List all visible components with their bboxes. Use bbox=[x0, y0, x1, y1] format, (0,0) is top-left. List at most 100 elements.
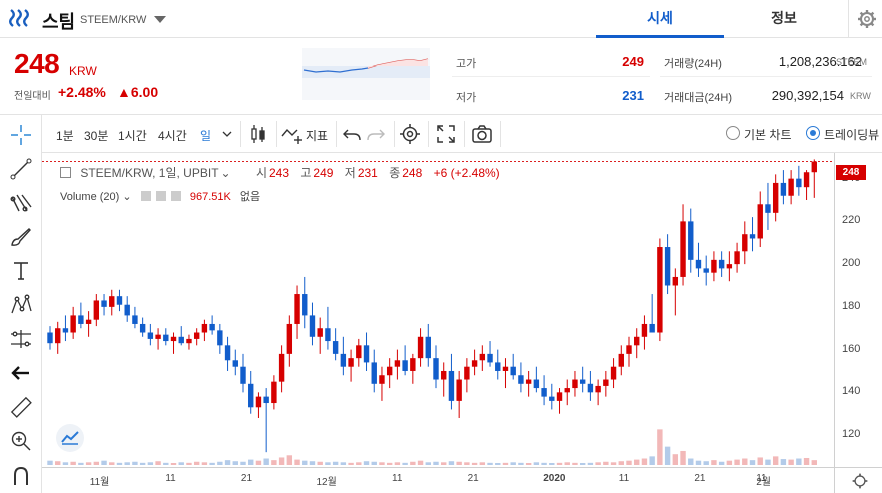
volume-bar bbox=[55, 461, 61, 465]
coin-name[interactable]: 스팀 bbox=[42, 12, 76, 32]
volume-bar bbox=[232, 461, 238, 465]
candle-body bbox=[634, 336, 640, 346]
gear-icon[interactable] bbox=[851, 472, 869, 490]
magnet-icon[interactable] bbox=[7, 461, 35, 489]
volume-bar bbox=[510, 462, 516, 465]
volume-bar bbox=[248, 459, 254, 465]
volume-label[interactable]: Volume (20) bbox=[60, 191, 120, 203]
tradingview-logo-icon[interactable] bbox=[56, 424, 84, 452]
chevron-down-icon[interactable]: ⌄ bbox=[122, 191, 132, 203]
timeframe-1h[interactable]: 1시간 bbox=[118, 129, 147, 143]
ruler-icon[interactable] bbox=[7, 393, 35, 421]
volume-bar bbox=[278, 457, 285, 465]
redo-icon[interactable] bbox=[364, 122, 388, 146]
volume-bar bbox=[618, 461, 624, 465]
volume-bar bbox=[711, 460, 717, 465]
text-icon[interactable] bbox=[7, 257, 35, 285]
candle-body bbox=[139, 323, 146, 333]
chevron-down-icon[interactable] bbox=[222, 130, 232, 138]
volume-24h-unit: STEEM bbox=[836, 57, 868, 67]
measure-icon[interactable] bbox=[7, 325, 35, 353]
zoom-icon[interactable] bbox=[7, 427, 35, 455]
tab-market-price[interactable]: 시세 bbox=[596, 0, 724, 38]
candle-body bbox=[556, 392, 563, 401]
basic-chart-label[interactable]: 기본 차트 bbox=[744, 128, 792, 142]
volume-bar bbox=[186, 462, 192, 465]
volume-bar bbox=[587, 462, 594, 465]
trendline-icon[interactable] bbox=[7, 155, 35, 183]
candle-body bbox=[62, 328, 69, 333]
chevron-down-icon[interactable]: ⌄ bbox=[220, 166, 231, 180]
volume-bar bbox=[765, 459, 771, 465]
timeframe-day[interactable]: 일 bbox=[200, 129, 212, 143]
close-icon[interactable] bbox=[170, 191, 181, 201]
candle-body bbox=[803, 172, 810, 188]
collapse-legend-icon[interactable] bbox=[60, 167, 71, 178]
volume-bar bbox=[425, 462, 431, 465]
candle-type-icon[interactable] bbox=[246, 122, 270, 146]
candle-body bbox=[711, 259, 717, 273]
volume-bar bbox=[139, 462, 146, 465]
settings-icon[interactable] bbox=[398, 122, 422, 146]
volume-bar bbox=[572, 462, 578, 465]
fullscreen-icon[interactable] bbox=[434, 122, 458, 146]
legend-close: 248 bbox=[402, 166, 423, 180]
crosshair-icon[interactable] bbox=[7, 121, 35, 149]
brush-icon[interactable] bbox=[7, 223, 35, 251]
tradingview-radio[interactable] bbox=[806, 126, 820, 140]
amount-24h-unit: KRW bbox=[850, 91, 871, 101]
price-axis[interactable] bbox=[834, 153, 882, 467]
price-tick-label: 220 bbox=[842, 214, 861, 227]
candle-body bbox=[317, 328, 323, 337]
volume-bar bbox=[688, 458, 694, 465]
candle-body bbox=[541, 388, 547, 397]
gear-icon[interactable] bbox=[856, 8, 878, 30]
tradingview-label[interactable]: 트레이딩뷰 bbox=[824, 128, 880, 142]
volume-bar bbox=[386, 462, 393, 465]
undo-icon[interactable] bbox=[340, 122, 364, 146]
eye-icon[interactable] bbox=[140, 191, 151, 201]
price-chart[interactable] bbox=[42, 153, 834, 467]
candle-body bbox=[664, 247, 671, 286]
candle-body bbox=[363, 345, 370, 363]
back-arrow-icon[interactable] bbox=[7, 359, 35, 387]
candle-body bbox=[718, 259, 725, 269]
market-pair[interactable]: STEEM/KRW bbox=[80, 14, 147, 26]
indicator-label[interactable]: 지표 bbox=[306, 129, 329, 143]
chevron-down-icon[interactable] bbox=[154, 16, 166, 23]
settings-icon[interactable] bbox=[155, 191, 166, 201]
candle-body bbox=[325, 328, 331, 342]
volume-bar bbox=[626, 460, 632, 465]
volume-24h-value: 1,208,236.162 bbox=[778, 54, 862, 69]
toolbar-divider bbox=[276, 121, 277, 147]
volume-bar bbox=[325, 462, 331, 465]
volume-bar bbox=[525, 463, 532, 465]
candle-body bbox=[672, 276, 679, 286]
chart-legend: STEEM/KRW, 1일, UPBIT ⌄ 시 243 고 249 저 231 종 24… bbox=[60, 164, 502, 181]
candle-body bbox=[626, 345, 632, 354]
fib-icon[interactable] bbox=[7, 189, 35, 217]
timeframe-30m[interactable]: 30분 bbox=[84, 129, 109, 143]
candle-body bbox=[780, 182, 787, 196]
candle-body bbox=[178, 336, 184, 344]
volume-bar bbox=[47, 460, 53, 465]
volume-bar bbox=[340, 462, 347, 465]
indicator-icon[interactable] bbox=[280, 122, 304, 146]
timeframe-1m[interactable]: 1분 bbox=[56, 129, 74, 143]
legend-symbol[interactable]: STEEM/KRW, 1일, UPBIT bbox=[80, 166, 219, 180]
timeframe-4h[interactable]: 4시간 bbox=[158, 129, 187, 143]
camera-icon[interactable] bbox=[470, 122, 494, 146]
volume-bar bbox=[441, 462, 447, 465]
chart-settings-corner bbox=[834, 467, 882, 493]
candle-body bbox=[564, 388, 570, 393]
volume-bar bbox=[634, 459, 640, 465]
basic-chart-radio[interactable] bbox=[726, 126, 740, 140]
candle-body bbox=[425, 336, 431, 359]
tab-info[interactable]: 정보 bbox=[771, 10, 797, 26]
candle-body bbox=[93, 300, 100, 320]
pattern-icon[interactable] bbox=[7, 291, 35, 319]
candle-body bbox=[788, 178, 794, 196]
volume-bar bbox=[471, 462, 478, 465]
candle-body bbox=[101, 300, 107, 307]
time-axis[interactable] bbox=[42, 467, 834, 493]
